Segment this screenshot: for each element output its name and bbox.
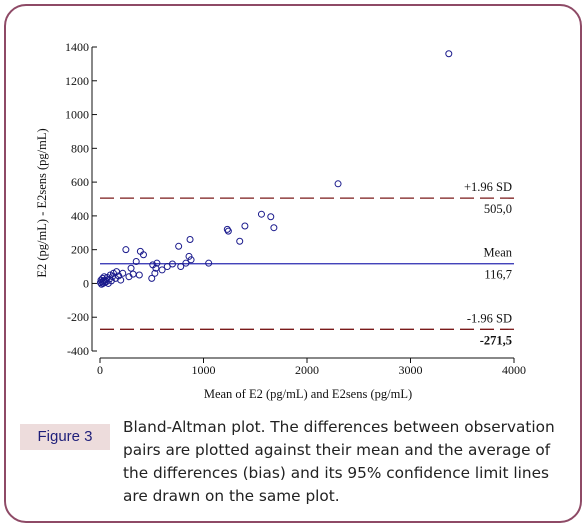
data-point [267, 213, 275, 221]
data-point [223, 225, 231, 233]
data-point [122, 246, 130, 254]
data-point [151, 269, 159, 277]
x-tick-label: 0 [97, 363, 103, 377]
y-tick-label: 1000 [65, 108, 89, 122]
data-point [182, 259, 190, 267]
data-point [148, 274, 156, 282]
data-point [445, 50, 453, 58]
y-tick-label: 1200 [65, 74, 89, 88]
figure-label: Figure 3 [20, 424, 110, 450]
data-point [132, 257, 140, 265]
reference-line-value: 116,7 [484, 268, 512, 282]
data-point [236, 237, 244, 245]
x-axis-label: Mean of E2 (pg/mL) and E2sens (pg/mL) [204, 387, 412, 401]
y-tick-label: 0 [83, 276, 89, 290]
data-point [153, 259, 161, 267]
data-point [257, 210, 265, 218]
data-point [113, 268, 121, 276]
data-point [186, 236, 194, 244]
data-point [127, 264, 135, 272]
x-tick-label: 1000 [192, 363, 216, 377]
bland-altman-plot: -400 -200 0 200 400 600 800 1000 1200 1400 0 1000 20… [35, 40, 526, 401]
x-tick-label: 4000 [502, 363, 526, 377]
data-point [185, 252, 193, 260]
reference-line-name: -1.96 SD [467, 311, 512, 325]
data-point [334, 180, 342, 188]
axes: -400 -200 0 200 400 600 800 1000 1200 1400 0 1000 20… [65, 40, 526, 377]
y-tick-label: 1400 [65, 40, 89, 54]
y-tick-label: -400 [67, 344, 89, 358]
y-tick-label: 400 [71, 209, 89, 223]
y-tick-label: 200 [71, 243, 89, 257]
data-point [270, 224, 278, 232]
y-tick-label: 600 [71, 175, 89, 189]
data-point [152, 264, 160, 272]
data-point [158, 266, 166, 274]
reference-line-name: +1.96 SD [464, 180, 512, 194]
data-point [135, 271, 143, 279]
reference-line-name: Mean [484, 246, 513, 260]
reference-line-value: -271,5 [480, 333, 512, 347]
data-points [97, 50, 453, 288]
figure-caption: Bland-Altman plot. The differences betwe… [123, 418, 555, 505]
reference-line-value: 505,0 [484, 202, 512, 216]
data-point [119, 269, 127, 277]
reference-lines: +1.96 SD 505,0 Mean 116,7 -1.96 SD -271,5 [100, 180, 514, 347]
data-point [175, 242, 183, 250]
data-point [224, 227, 232, 235]
y-tick-label: 800 [71, 141, 89, 155]
x-tick-label: 2000 [295, 363, 319, 377]
data-point [205, 259, 213, 267]
data-point [241, 222, 249, 230]
x-tick-label: 3000 [399, 363, 423, 377]
y-axis-label: E2 (pg/mL) - E2sens (pg/mL) [35, 128, 49, 277]
y-tick-label: -200 [67, 310, 89, 324]
data-point [187, 256, 195, 264]
data-point [139, 251, 147, 259]
data-point [117, 276, 125, 284]
data-point [168, 260, 176, 268]
data-point [177, 263, 185, 271]
